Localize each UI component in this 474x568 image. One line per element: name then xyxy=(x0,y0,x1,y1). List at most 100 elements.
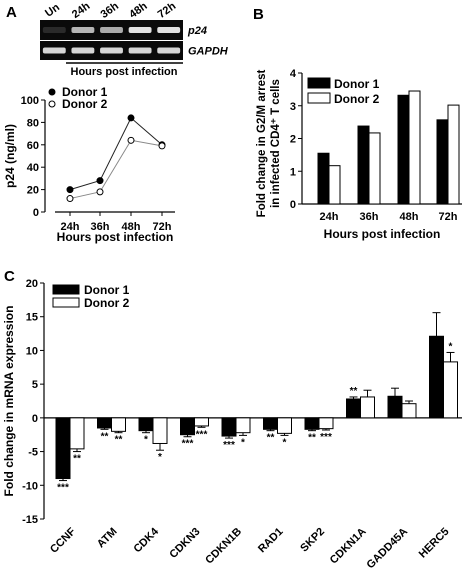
bar xyxy=(368,132,381,205)
x-tick-label: 36h xyxy=(360,211,379,223)
gel-band xyxy=(71,47,95,54)
gel-lane-label: Un xyxy=(43,1,62,19)
gel-band-label: p24 xyxy=(187,25,207,37)
significance-label: ** xyxy=(350,386,358,397)
x-tick-label: CDKN3 xyxy=(167,526,202,561)
x-tick-label: 36h xyxy=(91,221,110,233)
gel-band xyxy=(71,27,95,33)
legend-label: Donor 1 xyxy=(334,77,380,91)
y-tick-label: 0 xyxy=(33,207,39,219)
significance-label: * xyxy=(449,341,453,352)
y-tick-label: 0 xyxy=(290,199,296,211)
bar xyxy=(443,361,458,419)
gel-lane-label: 48h xyxy=(127,0,150,21)
significance-label: *** xyxy=(196,429,208,440)
x-tick-label: CCNF xyxy=(48,525,78,555)
x-tick-label: 72h xyxy=(153,221,172,233)
gel-blot: Un 24h 36h 48h 72h p24 GAPDH Hours post infecti… xyxy=(40,0,229,78)
legend-label: Donor 2 xyxy=(84,296,130,310)
y-tick-label: 60 xyxy=(27,140,39,152)
significance-label: * xyxy=(241,437,245,448)
gel-band xyxy=(128,47,152,54)
bar xyxy=(318,417,334,430)
x-axis-title: Hours post infection xyxy=(324,227,441,241)
bar xyxy=(277,417,292,434)
x-axis-title: Hours post infection xyxy=(57,230,174,244)
y-tick-label: 4 xyxy=(290,68,297,80)
data-point xyxy=(158,142,166,150)
legend-label: Donor 1 xyxy=(84,283,130,297)
y-tick-label: 0 xyxy=(32,413,38,425)
y-tick-label: -5 xyxy=(28,447,38,459)
y-tick-label: 20 xyxy=(27,185,39,197)
legend-label: Donor 2 xyxy=(62,97,108,111)
bar xyxy=(304,417,320,430)
x-tick-label: 72h xyxy=(439,211,458,223)
bar xyxy=(317,152,330,205)
legend-swatch xyxy=(52,297,80,308)
series-line xyxy=(69,117,163,191)
bar xyxy=(152,417,168,444)
significance-label: *** xyxy=(320,432,332,443)
significance-label: ** xyxy=(73,454,81,465)
bar xyxy=(357,125,370,205)
bar xyxy=(263,417,278,430)
legend-swatch xyxy=(307,92,331,104)
bar xyxy=(194,417,209,427)
legend-label: Donor 2 xyxy=(334,92,380,106)
y-tick-label: 1 xyxy=(290,166,296,178)
bar xyxy=(221,417,237,437)
x-tick-label: 24h xyxy=(61,221,80,233)
y-axis-title: p24 (ng/ml) xyxy=(3,124,17,188)
bar xyxy=(387,395,403,419)
gel-lane-label: 24h xyxy=(70,0,93,21)
significance-label: * xyxy=(158,452,162,463)
bar xyxy=(397,94,410,205)
series-line xyxy=(69,139,163,200)
bar xyxy=(447,104,460,205)
x-tick-label: CDKN1B xyxy=(203,526,244,567)
gel-lane-label: 72h xyxy=(156,0,179,21)
gel-band xyxy=(128,27,152,33)
gel-band xyxy=(100,27,123,33)
bar xyxy=(138,417,154,432)
legend-marker xyxy=(48,88,56,96)
gel-band xyxy=(42,27,66,33)
bar xyxy=(436,119,449,205)
significance-label: *** xyxy=(223,440,235,451)
bar xyxy=(97,417,112,429)
y-tick-label: 15 xyxy=(26,312,38,324)
bar xyxy=(328,165,341,205)
data-point xyxy=(127,136,135,144)
legend-marker xyxy=(48,100,56,108)
data-point xyxy=(96,188,104,196)
x-tick-label: SKP2 xyxy=(298,526,327,555)
bar xyxy=(235,417,251,434)
legend-swatch xyxy=(52,284,80,295)
bar xyxy=(429,335,444,419)
y-tick-label: -10 xyxy=(22,480,38,492)
panel-label-a: A xyxy=(6,4,17,21)
x-tick-label: 48h xyxy=(400,211,419,223)
significance-label: *** xyxy=(57,483,69,494)
y-axis-title-line: in infected CD4⁺ T cells xyxy=(270,79,282,208)
x-tick-label: ATM xyxy=(95,526,120,551)
legend-swatch xyxy=(307,77,331,89)
y-tick-label: 40 xyxy=(27,162,39,174)
significance-label: * xyxy=(144,435,148,446)
g2m-bar-chart: 0 1 2 3 4 24h 36h 48h 72h Hours post infection Fol… xyxy=(256,68,462,241)
significance-label: ** xyxy=(101,431,109,442)
bar xyxy=(69,417,85,450)
data-point xyxy=(66,195,74,203)
data-point xyxy=(66,186,74,194)
gel-band xyxy=(42,47,66,54)
x-tick-label: 24h xyxy=(320,211,339,223)
bar xyxy=(111,417,126,432)
bar xyxy=(401,403,417,419)
y-tick-label: 2 xyxy=(290,134,296,146)
x-tick-label: CDK4 xyxy=(131,525,161,555)
x-tick-label: GADD45A xyxy=(364,526,410,568)
mrna-bar-chart: -15 -10 -5 0 5 10 15 20 Fold change in mRNA expr… xyxy=(2,278,462,568)
